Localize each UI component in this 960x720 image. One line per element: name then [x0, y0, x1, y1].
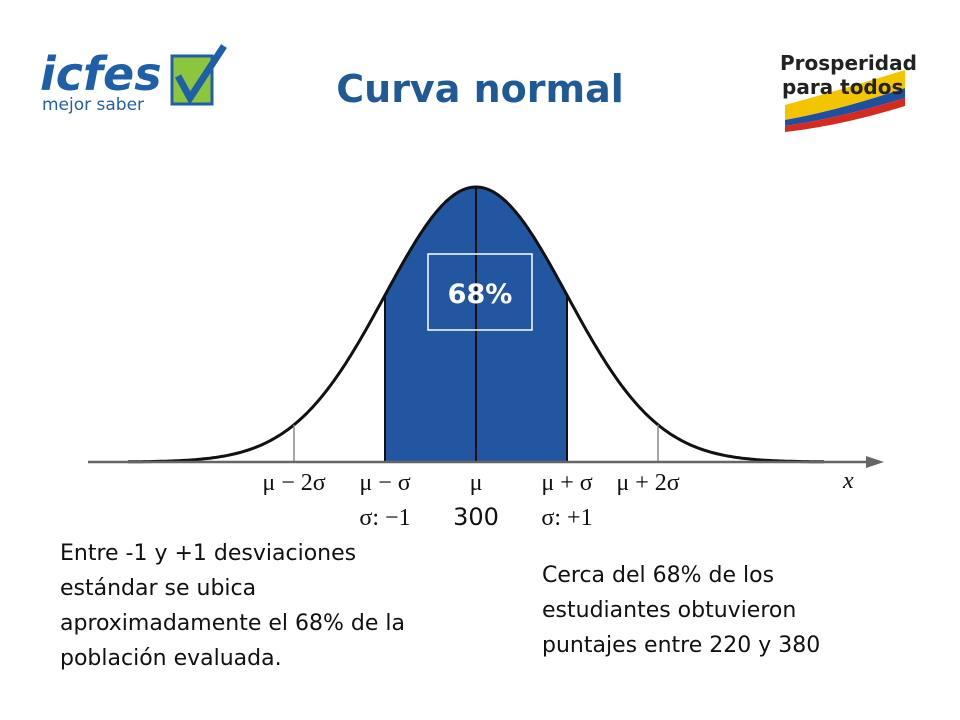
flag-yellow [785, 70, 905, 120]
logo-line1: Prosperidad [780, 51, 917, 75]
note-line: puntajes entre 220 y 380 [542, 633, 820, 658]
axis-label: μ + 2σ [616, 470, 679, 496]
axis-label: μ − σ [359, 470, 410, 496]
logo-name: icfes [40, 47, 162, 101]
logo-tagline: mejor saber [42, 95, 144, 115]
axis-label: μ + σ [541, 470, 592, 496]
sub-label: 300 [453, 503, 499, 531]
note-line: población evaluada. [60, 646, 282, 671]
flag-blue [785, 88, 905, 126]
area-label: 68% [448, 279, 513, 310]
note-line: Cerca del 68% de los [542, 563, 774, 588]
note-line: Entre -1 y +1 desviaciones [60, 541, 356, 566]
sub-label: σ: −1 [359, 505, 410, 531]
logo-line2: para todos [782, 75, 903, 99]
axis-arrow [866, 456, 884, 468]
axis-label: μ − 2σ [262, 470, 325, 496]
sub-label: σ: +1 [541, 505, 592, 531]
title: Curva normal [336, 67, 624, 111]
note-line: aproximadamente el 68% de la [60, 611, 405, 636]
normal-curve-group [88, 185, 884, 468]
area-box [427, 253, 533, 331]
flag-red [785, 98, 905, 132]
axis-label: μ [470, 470, 483, 496]
axis-name: x [842, 468, 854, 494]
logo-check [174, 44, 227, 105]
note-line: estudiantes obtuvieron [542, 598, 796, 623]
note-line: estándar se ubica [60, 576, 256, 601]
